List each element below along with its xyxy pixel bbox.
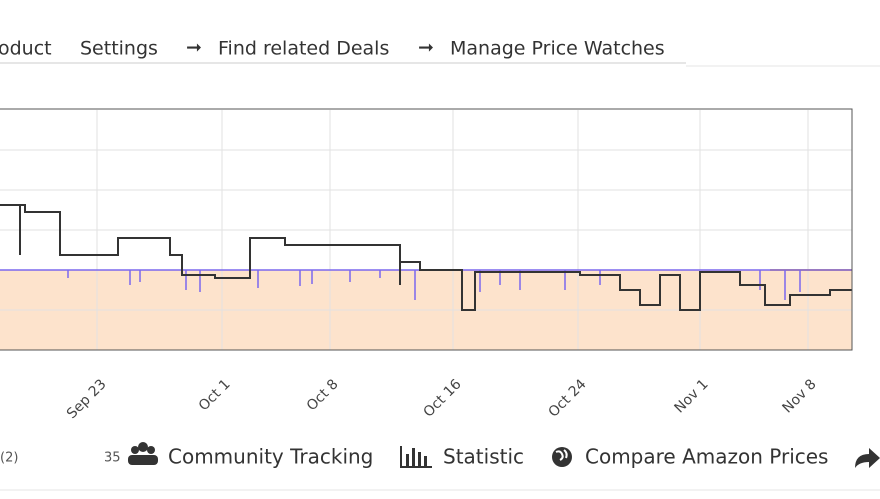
x-label: Oct 1 <box>196 376 234 414</box>
amazon-price-line <box>0 204 852 311</box>
footer-link[interactable]: Community Tracking <box>168 445 373 469</box>
tab[interactable]: Find related Deals <box>218 38 389 60</box>
globe-icon-detail <box>555 449 568 461</box>
x-label: Oct 16 <box>420 376 464 420</box>
statistic-icon <box>400 446 432 468</box>
price-chart: Sep 23 Oct 1 Oct 8 Oct 16 Oct 24 Nov 1 N… <box>0 108 853 422</box>
arrow-icon: ➞ <box>186 37 202 59</box>
x-label: Nov 1 <box>672 376 712 416</box>
grid <box>0 110 852 350</box>
x-label: Nov 8 <box>780 376 820 416</box>
footer-link[interactable]: Compare Amazon Prices <box>585 445 828 469</box>
arrow-icon: ➞ <box>418 37 434 59</box>
chart-frame <box>0 108 853 351</box>
footer-note: (2) <box>0 451 18 466</box>
community-icon <box>128 442 158 465</box>
tab[interactable]: oduct <box>0 38 52 60</box>
x-label: Oct 24 <box>545 376 589 420</box>
tab[interactable]: Manage Price Watches <box>450 38 665 60</box>
x-label: Sep 23 <box>64 376 110 422</box>
x-label: Oct 8 <box>304 376 342 414</box>
footer-count: 35 <box>104 451 121 466</box>
share-icon[interactable] <box>855 448 880 468</box>
footer-link[interactable]: Statistic <box>443 445 524 469</box>
tab[interactable]: Settings <box>80 38 158 60</box>
